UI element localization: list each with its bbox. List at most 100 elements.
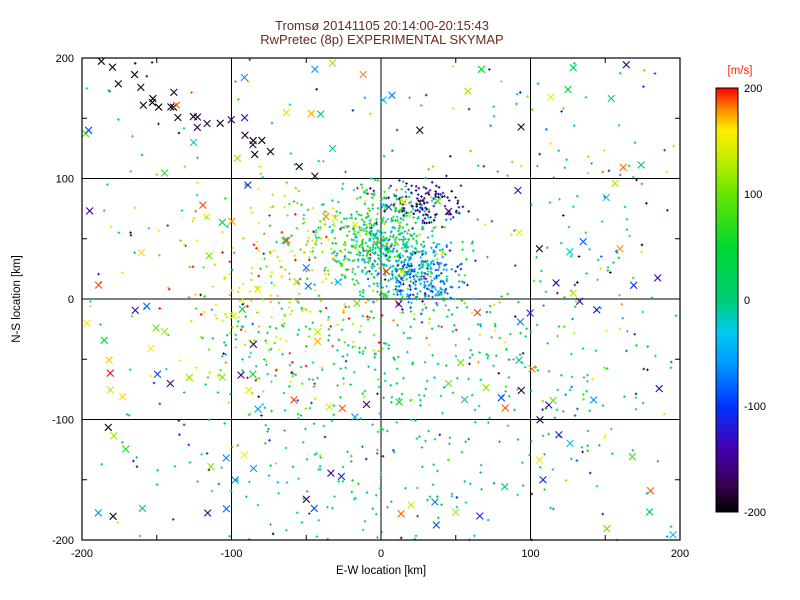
scatter-point-dot bbox=[427, 288, 431, 291]
scatter-point-dot bbox=[541, 408, 544, 411]
scatter-point-dot bbox=[280, 307, 284, 311]
scatter-point-dot bbox=[521, 352, 525, 355]
scatter-point-dot bbox=[390, 395, 394, 399]
scatter-point-dot bbox=[97, 272, 100, 276]
scatter-point-dot bbox=[225, 315, 229, 319]
scatter-point-x bbox=[170, 88, 178, 97]
scatter-point-dot bbox=[320, 203, 324, 206]
scatter-point-dot bbox=[316, 376, 319, 380]
scatter-point-dot bbox=[408, 284, 411, 287]
scatter-point-dot bbox=[405, 211, 408, 214]
scatter-point-dot bbox=[526, 95, 529, 98]
scatter-point-dot bbox=[249, 206, 253, 210]
scatter-point-dot bbox=[270, 315, 273, 319]
scatter-point-dot bbox=[331, 241, 334, 245]
scatter-point-dot bbox=[375, 243, 378, 246]
scatter-point-dot bbox=[324, 306, 328, 310]
scatter-point-x bbox=[222, 505, 231, 513]
scatter-point-dot bbox=[221, 230, 224, 234]
scatter-point-dot bbox=[402, 243, 405, 246]
scatter-point-x bbox=[619, 163, 627, 172]
scatter-point-x bbox=[97, 57, 106, 66]
scatter-point-dot bbox=[419, 404, 422, 407]
scatter-point-dot bbox=[391, 276, 394, 280]
scatter-point-dot bbox=[463, 480, 467, 483]
scatter-point-x bbox=[569, 63, 577, 72]
scatter-point-x bbox=[501, 404, 509, 412]
scatter-point-dot bbox=[382, 235, 385, 239]
scatter-point-dot bbox=[444, 263, 448, 266]
scatter-point-dot bbox=[305, 490, 309, 493]
scatter-point-dot bbox=[330, 230, 334, 234]
scatter-point-dot bbox=[410, 210, 413, 214]
scatter-point-dot bbox=[586, 380, 589, 383]
scatter-point-dot bbox=[298, 292, 301, 296]
scatter-point-dot bbox=[552, 507, 555, 511]
scatter-point-dot bbox=[287, 306, 291, 309]
scatter-point-dot bbox=[251, 266, 254, 270]
scatter-point-x bbox=[516, 318, 525, 326]
y-tick-label: 100 bbox=[56, 174, 74, 186]
scatter-point-dot bbox=[380, 243, 384, 246]
scatter-point-dot bbox=[392, 234, 395, 237]
scatter-point-dot bbox=[442, 298, 446, 302]
scatter-point-dot bbox=[430, 195, 433, 199]
scatter-point-dot bbox=[278, 348, 281, 352]
scatter-point-dot bbox=[232, 251, 236, 255]
scatter-point-dot bbox=[422, 394, 426, 397]
scatter-point-dot bbox=[402, 238, 406, 241]
scatter-point-x bbox=[249, 464, 258, 473]
scatter-point-dot bbox=[229, 489, 233, 493]
scatter-point-dot bbox=[257, 274, 260, 278]
scatter-point-dot bbox=[288, 363, 292, 367]
scatter-point-dot bbox=[441, 297, 445, 300]
scatter-point-dot bbox=[390, 500, 393, 503]
scatter-point-dot bbox=[434, 213, 437, 217]
scatter-point-dot bbox=[265, 363, 268, 367]
scatter-point-dot bbox=[374, 494, 378, 497]
scatter-point-dot bbox=[406, 245, 410, 249]
scatter-point-dot bbox=[618, 293, 621, 297]
scatter-point-dot bbox=[448, 442, 451, 446]
scatter-point-dot bbox=[444, 304, 447, 307]
scatter-point-dot bbox=[398, 289, 402, 293]
scatter-point-dot bbox=[292, 200, 296, 203]
scatter-point-dot bbox=[435, 242, 439, 246]
scatter-point-dot bbox=[152, 381, 156, 385]
scatter-point-dot bbox=[383, 278, 387, 281]
scatter-point-dot bbox=[357, 213, 361, 216]
scatter-point-dot bbox=[410, 269, 414, 273]
scatter-point-dot bbox=[121, 440, 124, 444]
scatter-point-dot bbox=[532, 279, 536, 283]
scatter-point-dot bbox=[415, 239, 418, 243]
scatter-point-dot bbox=[469, 348, 473, 352]
scatter-point-dot bbox=[165, 367, 168, 371]
scatter-point-dot bbox=[485, 310, 489, 314]
scatter-point-x bbox=[382, 267, 391, 276]
scatter-point-dot bbox=[469, 149, 472, 153]
scatter-point-dot bbox=[322, 159, 325, 163]
scatter-point-dot bbox=[228, 273, 232, 276]
scatter-point-x bbox=[249, 340, 258, 349]
scatter-point-dot bbox=[423, 361, 427, 364]
scatter-point-dot bbox=[210, 308, 214, 312]
scatter-point-x bbox=[399, 197, 408, 206]
scatter-point-x bbox=[517, 386, 526, 395]
scatter-point-dot bbox=[308, 406, 312, 410]
scatter-point-x bbox=[143, 302, 151, 311]
scatter-point-dot bbox=[477, 360, 480, 364]
scatter-point-dot bbox=[376, 378, 380, 381]
scatter-point-dot bbox=[604, 433, 607, 437]
scatter-point-dot bbox=[603, 366, 606, 370]
scatter-point-dot bbox=[521, 461, 524, 464]
scatter-point-dot bbox=[628, 234, 631, 238]
scatter-point-dot bbox=[470, 311, 474, 315]
scatter-point-dot bbox=[424, 206, 427, 210]
scatter-point-dot bbox=[117, 231, 121, 235]
scatter-point-dot bbox=[210, 489, 214, 493]
scatter-point-dot bbox=[473, 534, 476, 538]
x-tick-label: 100 bbox=[521, 548, 539, 560]
scatter-point-dot bbox=[371, 243, 375, 247]
scatter-point-dot bbox=[601, 170, 604, 174]
scatter-point-dot bbox=[425, 208, 428, 211]
